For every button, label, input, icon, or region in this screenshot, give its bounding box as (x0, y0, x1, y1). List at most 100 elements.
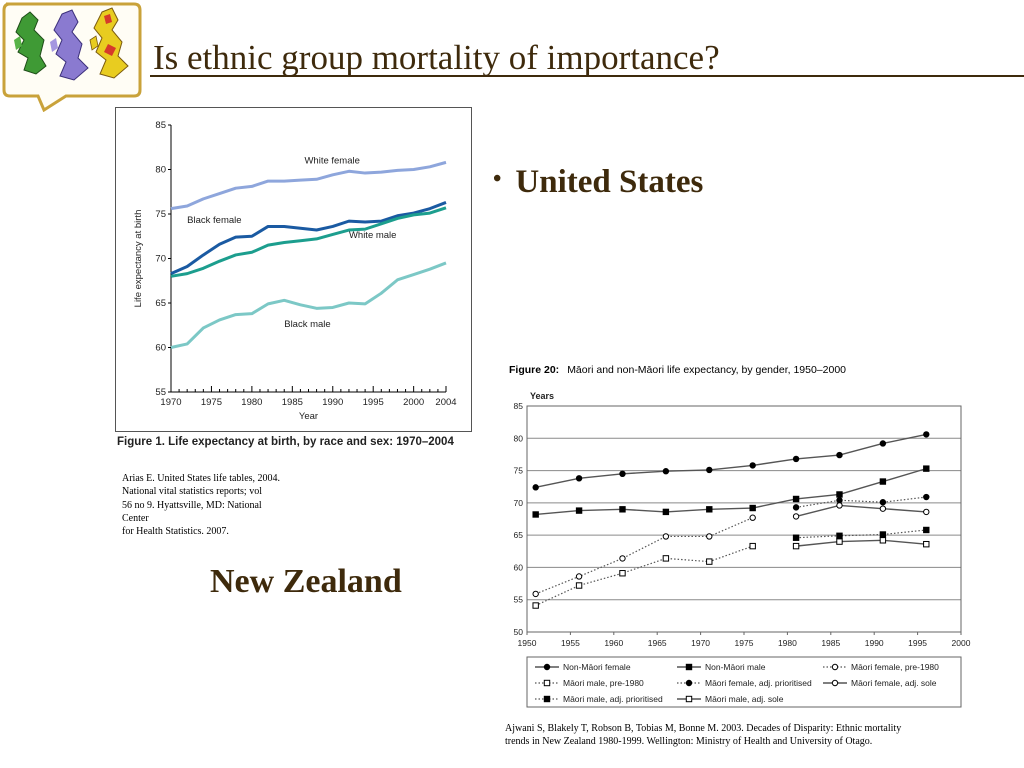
us-life-expectancy-chart: 55 60 65 70 75 80 85 1970 1975 1980 1985 1990 1995 20… (115, 107, 472, 432)
nz-point-m-ori-female-pre-1980 (619, 555, 626, 562)
nz-point-non-m-ori-male (749, 504, 756, 512)
nz-legend-label-m-ori-female-pre-1980: Māori female, pre-1980 (851, 662, 939, 672)
nz-legend-marker-m-ori-male-adj-sole (685, 695, 693, 703)
us-y-axis-label: Life expectancy at birth (133, 210, 144, 308)
us-y-tick-label: 80 (155, 165, 166, 176)
nz-point-non-m-ori-male (836, 491, 843, 498)
nz-series-m-ori-male-pre-1980 (535, 545, 753, 607)
nz-point-m-ori-male-adj-prioritised (792, 534, 800, 541)
us-annotation-white-male: White male (349, 230, 397, 241)
nz-point-non-m-ori-male (923, 465, 930, 472)
us-x-tick-label: 1970 (160, 397, 181, 408)
us-x-tick-label: 2000 (403, 397, 424, 408)
us-series-white-female (170, 160, 447, 211)
nz-y-tick-label: 75 (514, 466, 524, 476)
bullet-dot-icon: • (493, 166, 502, 192)
nz-y-tick-label: 70 (514, 498, 524, 508)
nz-x-tick-label: 1975 (735, 638, 754, 648)
us-series-white-male (170, 206, 447, 278)
nz-chart-svg: 50 55 60 65 70 75 80 85 1950 1955 1960 1965 1970 1975… (514, 391, 971, 708)
nz-plot-frame (526, 405, 962, 633)
nz-x-tick-label: 1965 (648, 638, 667, 648)
us-y-tick-label: 70 (155, 254, 166, 265)
us-x-tick-label: 1990 (322, 397, 343, 408)
nz-y-tick-label: 60 (514, 562, 524, 572)
nz-point-non-m-ori-female (923, 431, 930, 438)
nz-point-m-ori-female-pre-1980 (532, 590, 539, 598)
nz-figure-text: Māori and non-Māori life expectancy, by … (567, 364, 847, 376)
nz-point-m-ori-male-adj-sole (792, 542, 800, 550)
nz-point-non-m-ori-male (706, 506, 713, 513)
nz-point-m-ori-male-pre-1980 (619, 570, 626, 577)
nz-point-m-ori-female-adj-sole (836, 502, 843, 509)
nz-point-m-ori-female-adj-prioritised (836, 497, 843, 504)
nz-x-tick-label: 1995 (908, 638, 927, 648)
nz-point-non-m-ori-male (619, 506, 626, 513)
bullet-label: United States (515, 164, 704, 200)
us-series-black-male (170, 261, 447, 349)
us-citation: Arias E. United States life tables, 2004… (122, 473, 281, 538)
nz-point-m-ori-female-pre-1980 (706, 533, 713, 540)
us-annotation-black-male: Black male (284, 319, 330, 330)
nz-point-m-ori-female-adj-prioritised (879, 499, 887, 506)
nz-point-m-ori-female-adj-prioritised (923, 493, 930, 501)
nz-legend-marker-m-ori-female-pre-1980 (831, 663, 839, 671)
nz-point-non-m-ori-female (749, 462, 756, 469)
us-annotation-white-female: White female (304, 155, 359, 166)
us-x-tick-label: 1985 (282, 397, 303, 408)
us-y-tick-label: 65 (155, 298, 166, 309)
nz-point-non-m-ori-male (532, 511, 539, 518)
nz-point-m-ori-male-adj-prioritised (923, 526, 930, 534)
nz-series-m-ori-male-adj-sole (796, 539, 927, 547)
nz-point-m-ori-male-pre-1980 (532, 602, 539, 609)
nz-legend-label-m-ori-male-pre-1980: Māori male, pre-1980 (563, 678, 644, 688)
nz-legend-box (526, 656, 962, 708)
nz-figure-label: Figure 20: (509, 364, 560, 376)
nz-legend-label-m-ori-female-adj-prioritised: Māori female, adj. prioritised (705, 678, 812, 688)
nz-series-m-ori-female-pre-1980 (535, 517, 753, 595)
nz-series-m-ori-male-adj-prioritised (796, 529, 927, 539)
nz-point-non-m-ori-male (662, 508, 670, 516)
us-x-tick-label: 1995 (363, 397, 384, 408)
nz-y-tick-label: 65 (514, 530, 524, 540)
nz-point-m-ori-male-adj-prioritised (879, 531, 887, 538)
nz-point-non-m-ori-male (575, 507, 583, 514)
us-x-axis-label: Year (299, 411, 318, 422)
nz-point-m-ori-female-adj-sole (879, 505, 887, 512)
nz-point-non-m-ori-female (619, 470, 626, 478)
nz-point-non-m-ori-female (792, 455, 800, 463)
nz-point-non-m-ori-female (706, 466, 713, 474)
nz-point-non-m-ori-male (879, 478, 887, 485)
nz-point-m-ori-female-adj-sole (923, 508, 930, 516)
us-x-tick-label: 1980 (241, 397, 262, 408)
us-series-black-female (170, 201, 447, 276)
us-y-tick-label: 60 (155, 343, 166, 354)
nz-point-m-ori-male-adj-sole (879, 537, 887, 544)
nz-legend-marker-m-ori-female-adj-sole (831, 679, 839, 687)
nz-series-non-m-ori-female (535, 433, 927, 489)
bullet-united-states: • United States (493, 164, 703, 201)
nz-point-m-ori-male-pre-1980 (575, 582, 583, 589)
nz-series-non-m-ori-male (535, 467, 927, 516)
nz-x-tick-label: 1955 (561, 638, 580, 648)
nz-y-tick-label: 80 (514, 433, 524, 443)
nz-legend-marker-non-m-ori-male (685, 663, 693, 671)
nz-series-m-ori-female-adj-sole (795, 504, 927, 518)
nz-x-tick-label: 1970 (691, 638, 710, 648)
uk-maps-logo-icon (2, 2, 142, 112)
nz-point-m-ori-female-pre-1980 (662, 533, 670, 540)
nz-legend-label-m-ori-male-adj-prioritised: Māori male, adj. prioritised (563, 694, 663, 704)
us-chart-svg: 55 60 65 70 75 80 85 1970 1975 1980 1985 1990 1995 20… (133, 120, 457, 422)
nz-figure-title: Figure 20: Māori and non-Māori life expec… (509, 364, 846, 376)
nz-x-tick-label: 1985 (821, 638, 840, 648)
nz-x-tick-label: 1950 (518, 638, 537, 648)
us-y-tick-label: 75 (155, 209, 166, 220)
nz-x-tick-label: 1980 (778, 638, 797, 648)
nz-point-m-ori-male-pre-1980 (662, 555, 670, 562)
us-annotation-black-female: Black female (187, 215, 241, 226)
nz-point-non-m-ori-female (575, 475, 583, 482)
nz-legend-label-non-m-ori-male: Non-Māori male (705, 662, 766, 672)
nz-legend-marker-m-ori-male-pre-1980 (543, 679, 551, 687)
nz-legend-marker-non-m-ori-female (543, 663, 551, 671)
us-y-tick-label: 55 (155, 387, 166, 398)
